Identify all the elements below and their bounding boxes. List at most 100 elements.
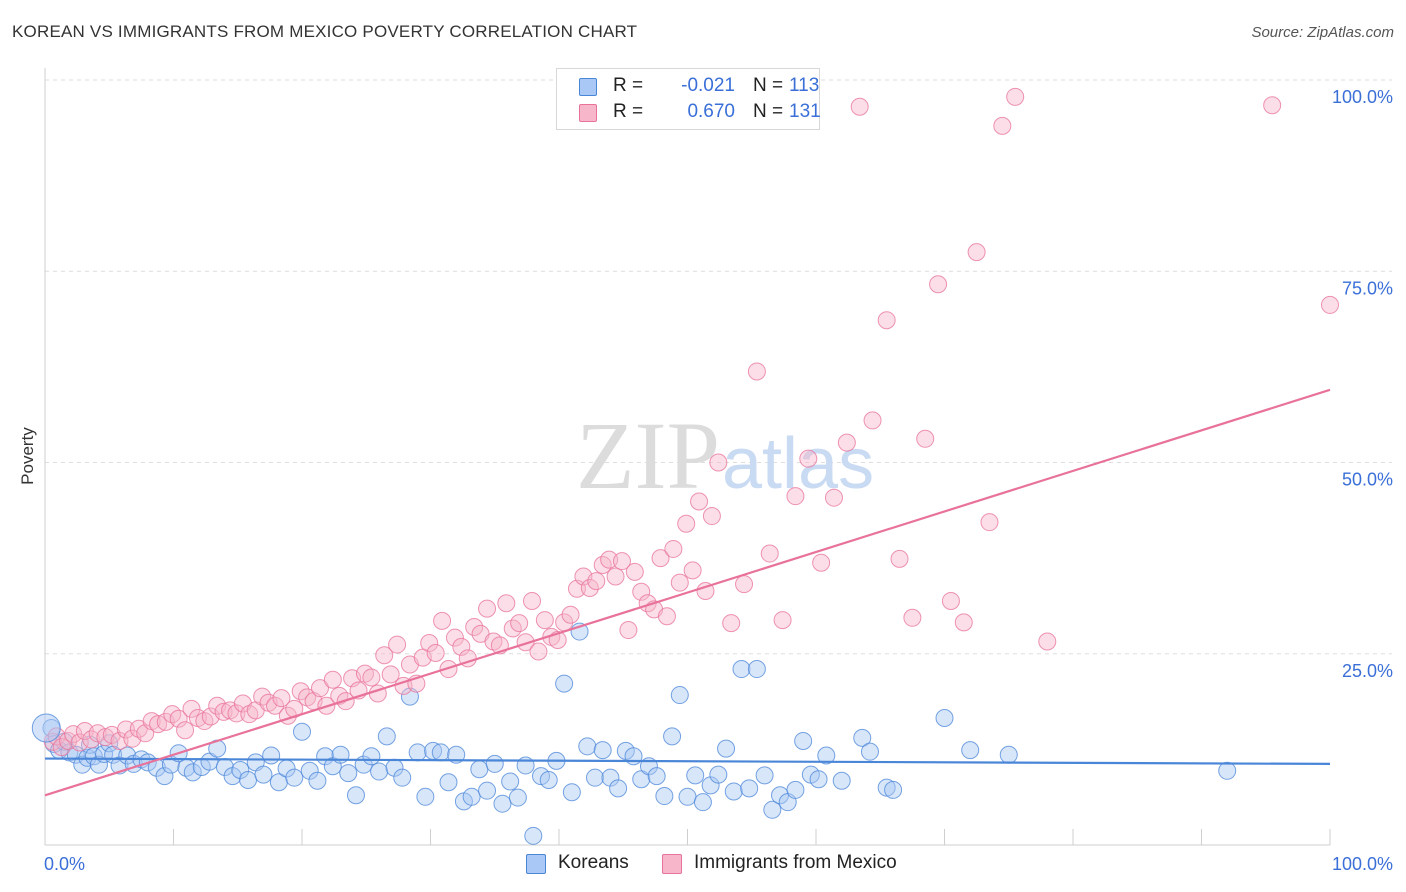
point-koreans	[470, 760, 489, 779]
legend-r-label: R =	[613, 75, 644, 96]
point-mexico	[266, 696, 285, 715]
point-mexico	[773, 611, 792, 630]
point-mexico	[954, 613, 973, 632]
point-koreans	[285, 768, 304, 787]
source-label: Source: ZipAtlas.com	[1251, 24, 1394, 41]
point-koreans	[747, 660, 766, 679]
point-mexico	[478, 599, 497, 618]
point-koreans	[609, 779, 628, 798]
point-koreans	[485, 754, 504, 773]
watermark-zip: ZIP	[576, 402, 720, 509]
point-koreans	[462, 787, 481, 806]
x-tick-label: 100.0%	[1332, 854, 1393, 874]
tick-labels: 25.0% 50.0% 75.0% 100.0% 0.0% 100.0%	[44, 87, 1393, 874]
point-koreans	[693, 793, 712, 812]
chart-title: KOREAN VS IMMIGRANTS FROM MEXICO POVERTY…	[12, 22, 638, 41]
point-mexico	[529, 642, 548, 661]
point-koreans	[89, 755, 108, 774]
point-koreans	[585, 768, 604, 787]
point-mexico	[612, 552, 631, 571]
point-koreans	[501, 772, 520, 791]
point-mexico	[980, 513, 999, 532]
point-koreans	[1218, 761, 1237, 780]
point-koreans	[740, 779, 759, 798]
point-koreans	[624, 747, 643, 766]
point-koreans	[670, 686, 689, 705]
point-koreans	[408, 743, 427, 762]
grid-lines	[45, 79, 1392, 655]
point-koreans	[884, 780, 903, 799]
trend-line-mexico	[44, 388, 1331, 797]
x-tick-label: 0.0%	[44, 854, 85, 874]
point-koreans	[539, 770, 558, 789]
point-koreans	[663, 727, 682, 746]
point-mexico	[1321, 295, 1339, 314]
point-mexico	[670, 573, 689, 592]
point-koreans	[732, 660, 751, 679]
data-points	[31, 87, 1339, 845]
point-koreans	[678, 787, 697, 806]
point-koreans	[293, 722, 311, 741]
point-mexico	[683, 561, 702, 580]
bottom-legend-label-mexico: Immigrants from Mexico	[694, 852, 897, 873]
point-koreans	[860, 742, 879, 761]
point-koreans	[239, 770, 258, 789]
legend-swatch-koreans	[579, 78, 597, 96]
point-koreans	[647, 767, 666, 786]
point-koreans	[817, 746, 836, 765]
point-koreans	[447, 745, 466, 764]
point-koreans	[393, 768, 412, 787]
point-mexico	[664, 539, 683, 558]
point-koreans	[961, 741, 980, 760]
legend-r-label: R =	[613, 101, 644, 122]
point-mexico	[587, 572, 606, 591]
point-mexico	[445, 628, 464, 647]
point-koreans	[346, 786, 365, 805]
point-mexico	[70, 733, 89, 752]
point-koreans	[601, 768, 620, 787]
point-koreans	[562, 783, 581, 802]
point-mexico	[606, 567, 625, 586]
point-koreans	[853, 728, 872, 747]
bottom-legend-swatch-mexico	[662, 854, 682, 874]
point-koreans	[686, 766, 705, 785]
point-koreans	[832, 771, 851, 790]
point-mexico	[1038, 632, 1057, 651]
point-koreans	[183, 763, 202, 782]
point-koreans	[339, 764, 358, 783]
point-mexico	[272, 689, 291, 708]
point-mexico	[195, 712, 214, 731]
point-koreans	[701, 776, 720, 795]
point-koreans	[370, 762, 389, 781]
point-mexico	[163, 705, 182, 724]
point-mexico	[516, 633, 535, 652]
point-koreans	[809, 770, 828, 789]
point-mexico	[967, 243, 986, 262]
point-mexico	[310, 679, 329, 698]
point-koreans	[655, 787, 674, 806]
point-koreans	[478, 781, 497, 800]
point-mexico	[510, 614, 529, 633]
legend-n-label: N =	[753, 75, 784, 96]
point-mexico	[362, 668, 381, 687]
point-mexico	[903, 608, 922, 627]
bottom-legend-swatch-koreans	[526, 854, 546, 874]
watermark-atlas: atlas	[722, 424, 874, 504]
legend-swatch-mexico	[579, 104, 597, 122]
point-mexico	[535, 611, 554, 630]
point-koreans	[935, 709, 954, 728]
point-mexico	[580, 578, 599, 597]
point-mexico	[600, 550, 619, 569]
point-koreans	[231, 761, 250, 780]
point-koreans	[555, 674, 574, 693]
point-koreans	[578, 737, 597, 756]
point-mexico	[497, 594, 516, 613]
point-mexico	[929, 275, 948, 294]
point-mexico	[702, 507, 721, 526]
point-koreans	[593, 741, 612, 760]
legend-r-value: 0.670	[687, 101, 735, 122]
point-mexico	[388, 635, 407, 654]
point-mexico	[709, 453, 728, 472]
point-mexico	[433, 611, 452, 630]
